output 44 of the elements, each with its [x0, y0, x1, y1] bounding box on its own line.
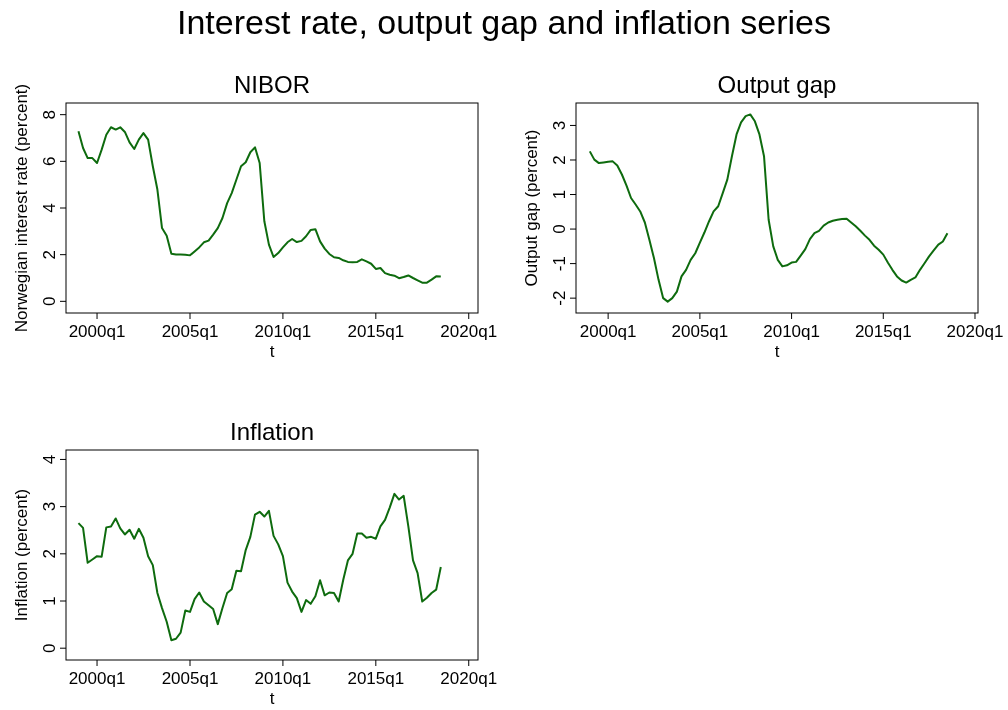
- y-axis-title: Output gap (percent): [522, 129, 541, 287]
- y-tick-label: 0: [40, 643, 59, 653]
- y-tick-label: 3: [40, 501, 59, 512]
- x-tick-label: 2020q1: [440, 669, 498, 688]
- y-tick-label: -1: [550, 256, 569, 272]
- x-axis-title: t: [269, 689, 275, 708]
- x-tick-label: 2000q1: [579, 322, 637, 341]
- line-series: [588, 113, 949, 303]
- y-tick-label: 4: [40, 203, 59, 213]
- y-tick-label: 0: [40, 296, 59, 307]
- line-series: [77, 126, 442, 284]
- x-tick-label: 2005q1: [161, 669, 219, 688]
- x-tick-label: 2005q1: [671, 322, 729, 341]
- x-axis-title: t: [774, 342, 780, 361]
- x-tick-label: 2015q1: [347, 322, 405, 341]
- y-tick-label: 4: [40, 454, 59, 465]
- x-tick-label: 2000q1: [68, 669, 126, 688]
- y-tick-label: -2: [550, 290, 569, 306]
- y-tick-label: 8: [40, 109, 59, 120]
- x-tick-label: 2015q1: [347, 669, 405, 688]
- x-tick-label: 2005q1: [161, 322, 219, 341]
- y-tick-label: 2: [40, 249, 59, 260]
- y-tick-label: 2: [550, 155, 569, 165]
- x-tick-label: 2020q1: [946, 322, 1004, 341]
- chart-title: Output gap: [717, 71, 837, 98]
- x-tick-label: 2010q1: [763, 322, 820, 341]
- x-tick-label: 2000q1: [68, 322, 126, 341]
- line-series: [77, 492, 442, 642]
- y-axis-title: Norwegian interest rate (percent): [12, 83, 31, 333]
- y-axis-title: Inflation (percent): [12, 488, 31, 622]
- chart-title: NIBOR: [233, 71, 311, 98]
- y-tick-label: 2: [40, 549, 59, 559]
- y-tick-label: 6: [40, 156, 59, 167]
- x-tick-label: 2010q1: [254, 322, 312, 341]
- x-tick-label: 2020q1: [440, 322, 498, 341]
- x-tick-label: 2010q1: [254, 669, 312, 688]
- y-tick-label: 3: [550, 120, 569, 131]
- y-tick-label: 1: [40, 596, 59, 606]
- text: Interest rate, output gap and inflation series: [177, 3, 831, 41]
- y-tick-label: 1: [550, 189, 569, 200]
- x-tick-label: 2015q1: [854, 322, 912, 341]
- y-tick-label: 0: [550, 224, 569, 234]
- chart-title: Inflation: [229, 418, 315, 445]
- x-axis-title: t: [269, 342, 275, 361]
